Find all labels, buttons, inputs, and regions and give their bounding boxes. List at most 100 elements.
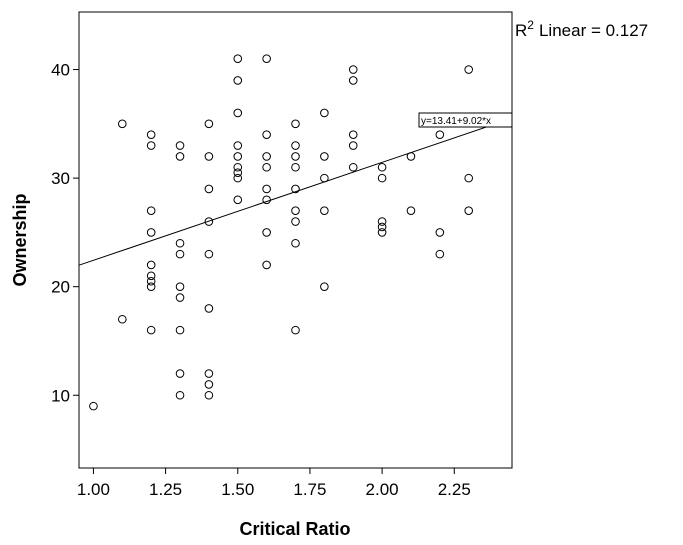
data-point (377, 222, 387, 232)
data-point (464, 65, 474, 74)
plot-frame (78, 11, 513, 469)
data-point (320, 152, 329, 161)
data-point (175, 141, 185, 150)
data-point (291, 184, 300, 194)
data-point (320, 282, 329, 291)
data-point (406, 206, 416, 215)
data-point (146, 276, 156, 286)
data-point (348, 76, 358, 85)
data-point (233, 152, 243, 161)
y-tick-label: 30 (51, 169, 70, 188)
x-tick-label: 2.25 (438, 480, 471, 499)
data-point (262, 54, 271, 63)
data-point (204, 369, 214, 378)
data-point (146, 260, 156, 270)
data-point (291, 141, 300, 150)
data-point (262, 130, 271, 139)
data-point (320, 108, 329, 118)
data-point (146, 228, 156, 237)
data-point (89, 401, 98, 411)
y-axis-ticks: 10 20 30 40 (51, 61, 79, 405)
data-point (146, 282, 156, 291)
data-point (146, 130, 156, 139)
data-point (233, 54, 243, 63)
data-point (204, 304, 214, 313)
y-axis-title: Ownership (10, 193, 30, 286)
data-point (204, 380, 214, 389)
data-point (204, 119, 214, 129)
data-point (291, 238, 300, 248)
data-point (435, 228, 445, 237)
data-point (175, 238, 185, 248)
data-point (291, 217, 300, 226)
data-point (204, 152, 214, 161)
data-point (233, 173, 243, 183)
data-point (348, 141, 358, 150)
data-point (435, 249, 445, 259)
data-point (291, 206, 300, 215)
fit-line (78, 117, 513, 266)
data-point (291, 162, 300, 172)
equation-label: y=13.41+9.02*x (421, 116, 491, 127)
data-point (146, 325, 156, 335)
x-axis-title: Critical Ratio (239, 519, 350, 539)
data-point (146, 206, 156, 215)
data-point (175, 282, 185, 291)
x-tick-label: 1.00 (77, 480, 110, 499)
data-point (146, 271, 156, 281)
data-point (233, 108, 243, 118)
x-tick-label: 1.50 (221, 480, 254, 499)
x-tick-label: 1.75 (293, 480, 326, 499)
data-point (262, 162, 271, 172)
data-point (348, 65, 358, 74)
data-point (204, 390, 214, 400)
data-point (233, 76, 243, 85)
r2-annotation: R2 Linear = 0.127 (515, 18, 648, 40)
data-point (118, 314, 127, 324)
data-point (233, 162, 243, 172)
data-point (262, 260, 271, 270)
data-point (377, 173, 387, 183)
data-point (175, 249, 185, 259)
x-tick-label: 2.00 (366, 480, 399, 499)
x-tick-label: 1.25 (149, 480, 182, 499)
equation-label-box: y=13.41+9.02*x (418, 112, 513, 128)
r2-value-text: Linear = 0.127 (539, 21, 648, 40)
data-point (146, 141, 156, 150)
r2-prefix: R (515, 21, 527, 40)
data-point (233, 168, 243, 177)
data-point (377, 217, 387, 226)
data-point (320, 206, 329, 215)
data-point (291, 325, 300, 335)
data-point (262, 184, 271, 194)
data-point (435, 130, 445, 139)
r2-superscript: 2 (527, 18, 534, 32)
data-points (89, 54, 474, 411)
data-point (233, 195, 243, 205)
data-point (291, 119, 300, 129)
data-point (175, 293, 185, 302)
y-tick-label: 10 (51, 386, 70, 405)
data-point (204, 184, 214, 194)
y-tick-label: 20 (51, 278, 70, 297)
data-point (348, 162, 358, 172)
data-point (464, 206, 474, 215)
data-point (175, 152, 185, 161)
data-point (204, 217, 214, 226)
data-point (377, 162, 387, 172)
data-point (233, 141, 243, 150)
data-point (262, 228, 271, 237)
data-point (204, 249, 214, 259)
data-point (118, 119, 127, 129)
data-point (464, 173, 474, 183)
data-point (348, 130, 358, 139)
data-point (291, 152, 300, 161)
data-point (377, 228, 387, 237)
data-point (175, 369, 185, 378)
data-point (175, 325, 185, 335)
data-point (175, 390, 185, 400)
y-tick-label: 40 (51, 61, 70, 80)
x-axis-ticks: 1.00 1.25 1.50 1.75 2.00 2.25 (77, 468, 471, 499)
data-point (262, 152, 271, 161)
